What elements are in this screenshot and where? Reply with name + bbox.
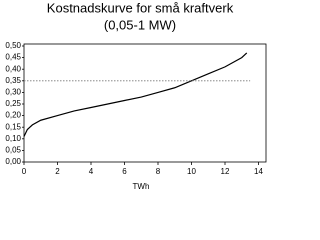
chart-title: Kostnadskurve for små kraftverk	[47, 0, 234, 15]
y-tick-label: 0,05	[5, 146, 21, 155]
y-tick-label: 0,15	[5, 122, 21, 131]
x-tick-label: 4	[89, 167, 94, 176]
x-tick-label: 2	[55, 167, 60, 176]
y-tick-label: 0,35	[5, 76, 21, 85]
y-tick-label: 0,25	[5, 99, 21, 108]
plot-frame	[23, 43, 267, 163]
series-line	[23, 52, 248, 137]
y-tick-label: 0,00	[5, 157, 21, 166]
x-tick-label: 10	[187, 167, 196, 176]
y-tick-label: 0,50	[5, 41, 21, 50]
y-tick-label: 0,45	[5, 53, 21, 62]
y-tick-label: 0,10	[5, 134, 21, 143]
x-axis-label: TWh	[133, 182, 150, 191]
y-tick-label: 0,30	[5, 88, 21, 97]
chart-subtitle: (0,05-1 MW)	[104, 17, 176, 32]
y-tick-label: 0,20	[5, 111, 21, 120]
x-tick-label: 14	[254, 167, 263, 176]
x-tick-label: 8	[156, 167, 161, 176]
y-tick-label: 0,40	[5, 64, 21, 73]
chart: Kostnadskurve for små kraftverk (0,05-1 …	[5, 0, 267, 191]
x-tick-label: 6	[122, 167, 127, 176]
x-tick-label: 12	[221, 167, 230, 176]
x-tick-label: 0	[22, 167, 27, 176]
